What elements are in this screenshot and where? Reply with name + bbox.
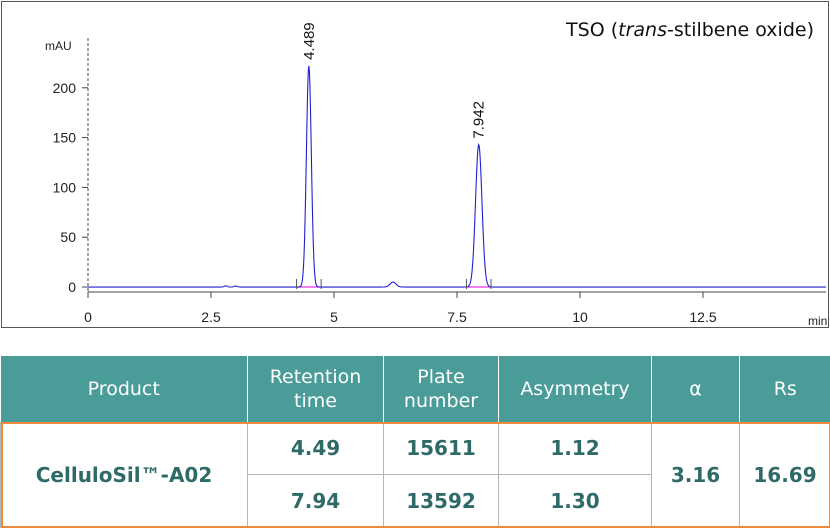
x-tick-label: 10: [572, 309, 588, 325]
chromatogram-chart: TSO (trans-stilbene oxide) mAU min 0 50 10…: [1, 1, 829, 328]
plate-number-cell: 15611: [383, 421, 499, 476]
x-tick-label: 12.5: [689, 309, 716, 325]
header-rs: Rs: [739, 356, 830, 422]
header-plate-number: Plate number: [383, 356, 499, 422]
retention-time-cell: 7.94: [247, 474, 384, 528]
product-name-cell: CelluloSil™-A02: [0, 421, 248, 528]
y-tick-label: 100: [53, 179, 77, 195]
asymmetry-cell: 1.30: [498, 474, 652, 528]
x-tick-label: 0: [84, 309, 92, 325]
peak-label: 4.489: [301, 22, 318, 60]
header-retention-time: Retention time: [247, 356, 384, 422]
chart-title: TSO (trans-stilbene oxide): [565, 19, 814, 41]
x-tick-label: 7.5: [447, 309, 467, 325]
y-tick-label: 150: [53, 130, 77, 146]
asymmetry-cell: 1.12: [498, 421, 652, 476]
chromatogram-svg: TSO (trans-stilbene oxide) mAU min 05010…: [45, 19, 827, 328]
x-tick-label: 2.5: [201, 309, 221, 325]
results-table: Product Retention time Plate number Asym…: [0, 356, 830, 528]
peak-label: 7.942: [471, 101, 488, 139]
y-tick-label: 0: [68, 279, 76, 295]
retention-time-cell: 4.49: [247, 421, 384, 476]
rs-cell: 16.69: [739, 421, 830, 528]
signal-trace: [88, 65, 826, 288]
alpha-cell: 3.16: [651, 421, 740, 528]
y-tick-label: 200: [53, 80, 77, 96]
x-tick-label: 5: [330, 309, 338, 325]
header-product: Product: [0, 356, 248, 422]
y-axis-unit: mAU: [45, 39, 72, 53]
header-asymmetry: Asymmetry: [498, 356, 652, 422]
table-row: 7.94 13592 1.30: [1, 474, 830, 528]
header-alpha: α: [651, 356, 740, 422]
y-tick-label: 50: [60, 229, 76, 245]
x-axis-unit: min: [808, 314, 827, 328]
plate-number-cell: 13592: [383, 474, 499, 528]
table-header-row: Product Retention time Plate number Asym…: [0, 356, 830, 422]
table-row: CelluloSil™-A02 4.49 15611 1.12 3.16 16.…: [0, 421, 830, 528]
